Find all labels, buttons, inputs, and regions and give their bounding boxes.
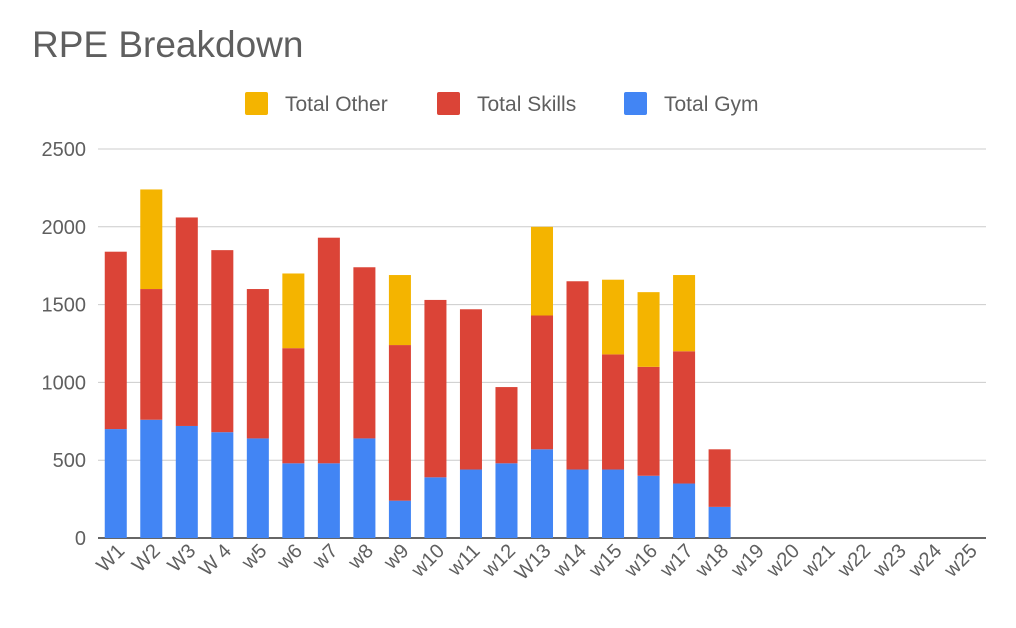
bar-total-gym	[388, 500, 411, 538]
y-tick-label: 500	[53, 450, 86, 472]
bar-total-skills	[282, 348, 305, 464]
bar-total-other	[282, 273, 305, 349]
legend: Total Other Total Skills Total Gym	[245, 92, 759, 116]
x-tick-label: w11	[443, 540, 484, 581]
bar-total-skills	[459, 309, 482, 470]
bar-total-gym	[246, 438, 269, 538]
x-tick-label: w19	[726, 540, 768, 582]
x-tick-label: w14	[549, 540, 591, 582]
bar-total-skills	[388, 345, 411, 501]
bar-total-skills	[353, 267, 376, 439]
x-tick-label: w17	[655, 540, 697, 582]
bar-total-other	[602, 279, 625, 355]
legend-swatch	[437, 92, 460, 115]
bar-total-other	[388, 275, 411, 346]
bar-total-skills	[317, 237, 340, 464]
y-tick-label: 0	[75, 528, 86, 550]
legend-item: Total Other	[245, 92, 388, 116]
x-tick-label: w5	[237, 540, 271, 574]
bar-total-gym	[424, 477, 447, 538]
x-tick-label: w6	[273, 540, 307, 574]
x-tick-label: W2	[128, 540, 165, 577]
bar-total-skills	[140, 289, 163, 420]
x-tick-label: w10	[407, 540, 449, 582]
bar-total-gym	[211, 432, 234, 538]
bar-total-skills	[566, 281, 589, 470]
x-tick-label: W 4	[195, 540, 236, 581]
x-tick-label: w16	[620, 540, 662, 582]
x-tick-label: w24	[904, 540, 946, 582]
bar-total-skills	[530, 315, 554, 450]
x-tick-label: w9	[379, 540, 413, 574]
bar-total-skills	[211, 250, 234, 433]
bar-total-gym	[495, 463, 518, 538]
bar-total-gym	[104, 429, 127, 538]
y-axis-ticks: 0 500 1000 1500 2000 2500	[42, 139, 87, 550]
legend-label: Total Other	[285, 93, 388, 116]
legend-label: Total Skills	[477, 93, 576, 116]
x-tick-label: w18	[691, 540, 733, 582]
bar-total-skills	[637, 366, 660, 476]
x-tick-label: w25	[940, 540, 982, 582]
bar-total-other	[140, 189, 163, 290]
bar-total-gym	[673, 483, 696, 538]
bar-total-skills	[708, 449, 731, 507]
y-tick-label: 1000	[42, 372, 87, 394]
x-tick-label: w20	[762, 540, 804, 582]
bar-total-gym	[353, 438, 376, 538]
bar-total-gym	[459, 469, 482, 538]
x-tick-label: W3	[164, 540, 201, 577]
bar-total-skills	[175, 217, 198, 426]
y-tick-label: 2000	[42, 217, 87, 239]
x-tick-label: w22	[833, 540, 875, 582]
bar-total-skills	[495, 387, 518, 464]
bar-total-other	[530, 226, 554, 316]
x-tick-label: W1	[93, 540, 130, 577]
bar-total-gym	[708, 506, 731, 538]
bar-total-gym	[317, 463, 340, 538]
x-tick-label: W13	[511, 540, 556, 585]
bar-total-gym	[140, 419, 163, 538]
x-tick-label: w15	[584, 540, 626, 582]
y-tick-label: 1500	[42, 295, 87, 317]
bar-total-other	[673, 275, 696, 352]
chart-title: RPE Breakdown	[32, 24, 304, 65]
legend-swatch	[245, 92, 268, 115]
x-tick-label: w7	[308, 540, 342, 574]
x-tick-label: w8	[344, 540, 378, 574]
bar-total-gym	[530, 449, 554, 538]
x-tick-label: w21	[797, 540, 839, 582]
bar-total-gym	[282, 463, 305, 538]
x-tick-label: w23	[869, 540, 911, 582]
bar-total-skills	[673, 351, 696, 484]
legend-swatch	[624, 92, 647, 115]
bar-total-gym	[602, 469, 625, 538]
bar-total-gym	[175, 425, 198, 538]
x-tick-label: w12	[478, 540, 520, 582]
legend-label: Total Gym	[664, 93, 759, 116]
bar-total-gym	[566, 469, 589, 538]
y-tick-label: 2500	[42, 139, 87, 161]
bar-total-skills	[424, 299, 447, 478]
legend-item: Total Skills	[437, 92, 576, 116]
bar-total-gym	[637, 475, 660, 538]
bar-total-other	[637, 292, 660, 367]
legend-item: Total Gym	[624, 92, 759, 116]
bar-total-skills	[104, 251, 127, 430]
bar-total-skills	[602, 354, 625, 470]
bar-total-skills	[246, 289, 269, 439]
bars	[104, 189, 731, 538]
